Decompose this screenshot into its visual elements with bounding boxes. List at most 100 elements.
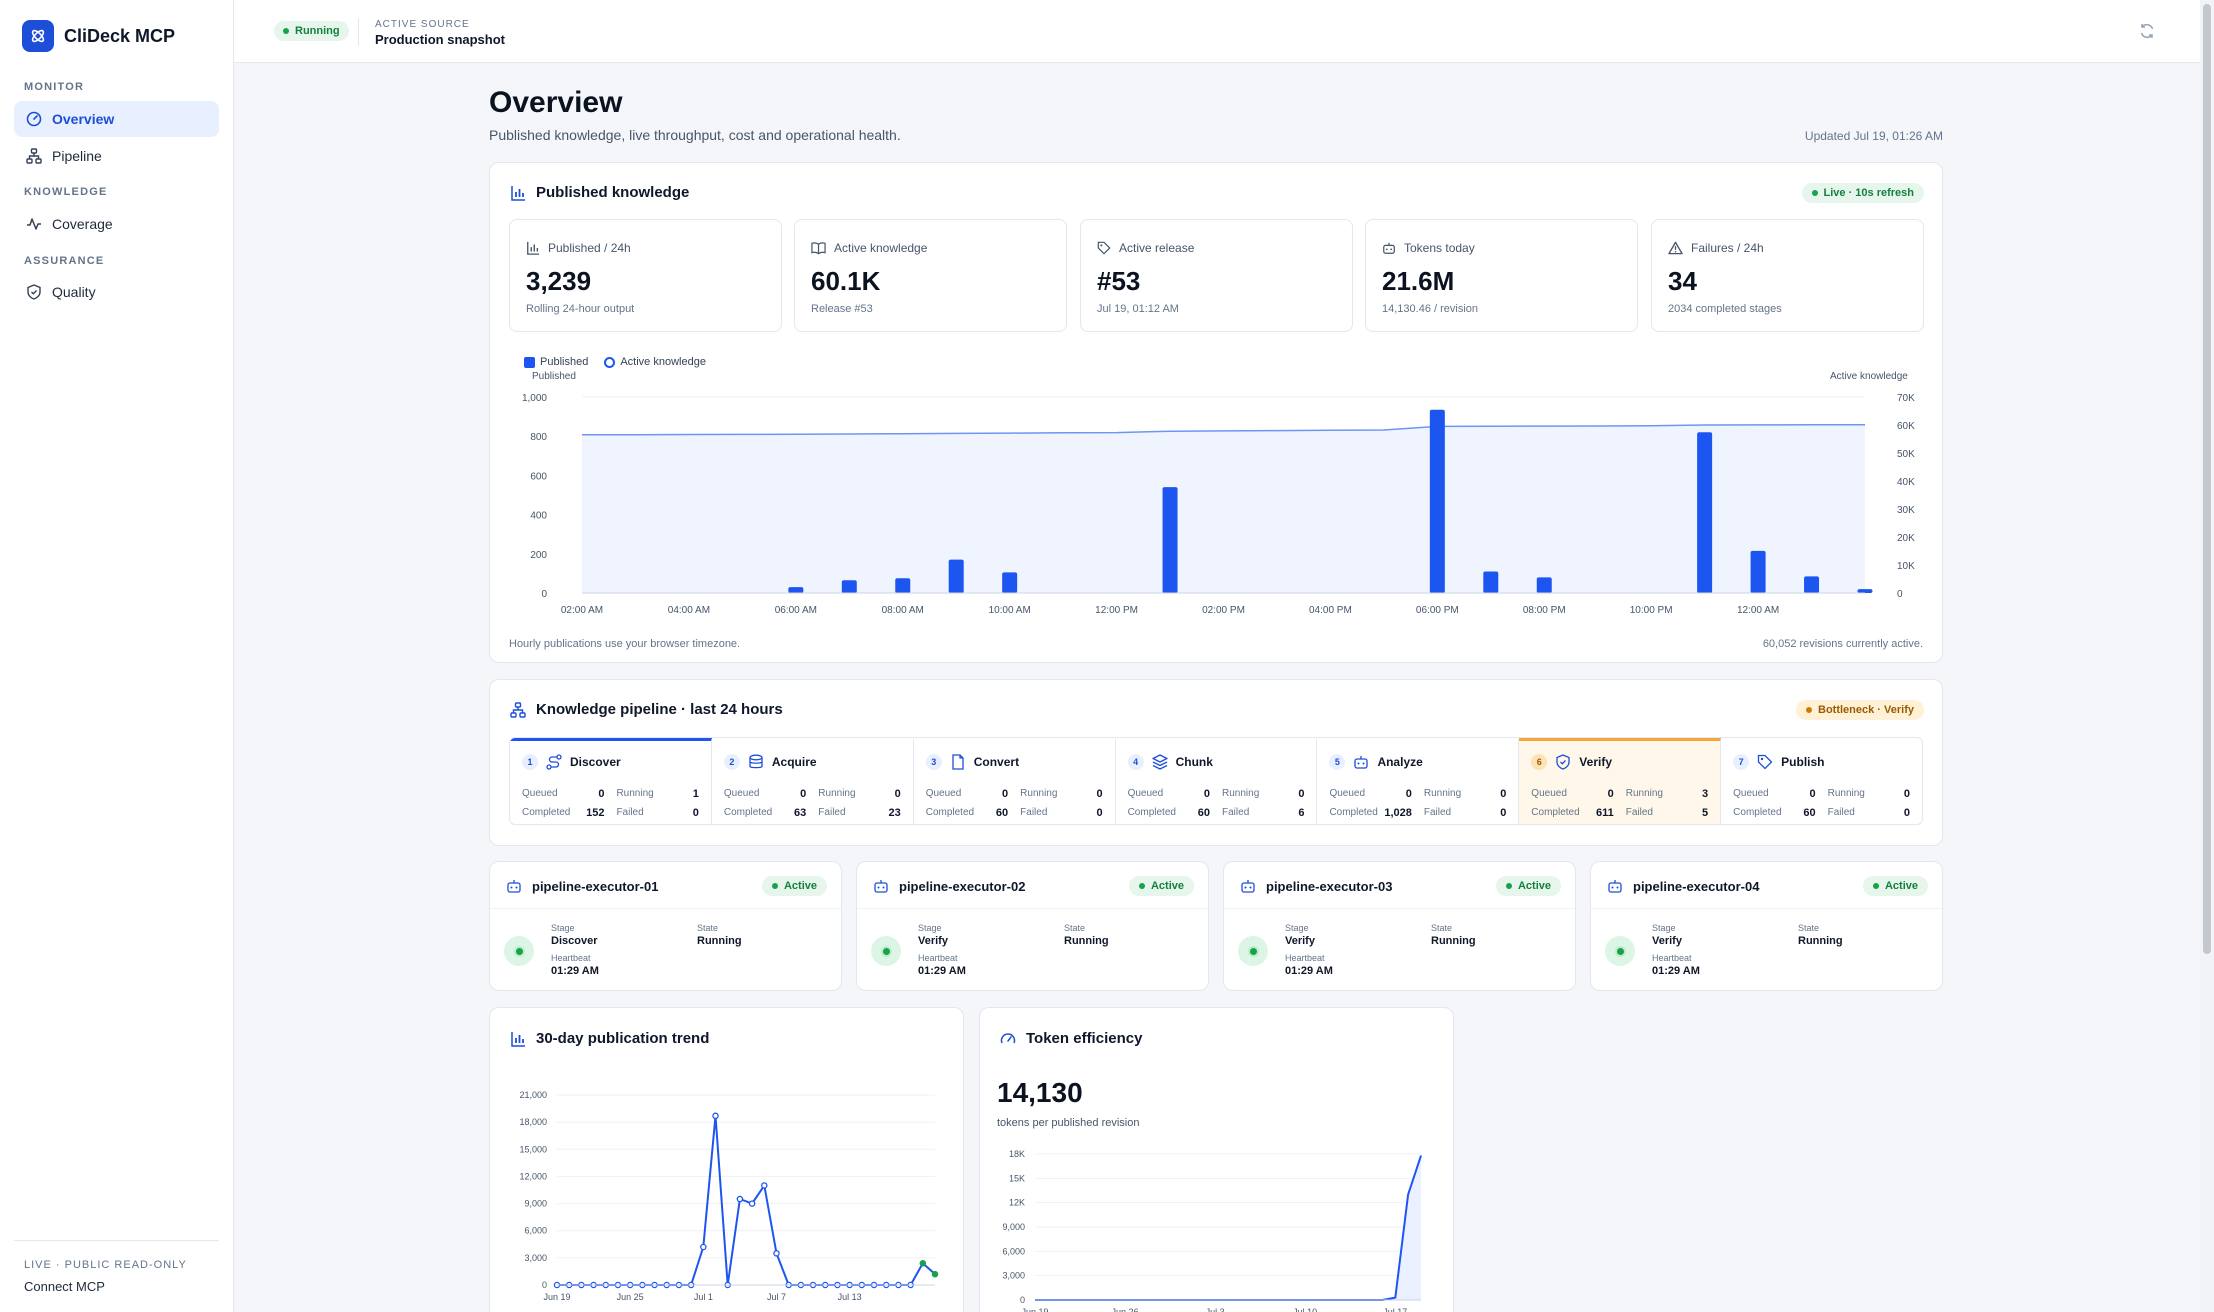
published-bar xyxy=(1857,589,1873,593)
sidebar-item-overview[interactable]: Overview xyxy=(14,101,219,137)
y-tick-label: 3,000 xyxy=(1002,1271,1025,1281)
state-value: Running xyxy=(697,935,742,947)
heartbeat-label: Heartbeat xyxy=(1285,953,1325,963)
section-assurance: ASSURANCE xyxy=(24,255,105,267)
y-tick-label: 400 xyxy=(530,511,547,522)
live-badge: Live · 10s refresh xyxy=(1801,183,1924,203)
executor-status-badge: Active xyxy=(1862,876,1928,896)
kpi-tokens-today[interactable]: Tokens today 21.6M 14,130.46 / revision xyxy=(1365,219,1638,332)
active-source-value[interactable]: Production snapshot xyxy=(375,32,505,47)
sidebar-item-coverage[interactable]: Coverage xyxy=(14,206,219,242)
pipeline-title: Knowledge pipeline · last 24 hours xyxy=(536,701,783,718)
stage-name: Verify xyxy=(1579,755,1612,769)
y-tick-label: 15,000 xyxy=(519,1144,547,1154)
stage-name: Chunk xyxy=(1175,755,1213,769)
section-knowledge: KNOWLEDGE xyxy=(24,186,108,198)
flow-icon xyxy=(26,148,42,164)
top-bar: Running ACTIVE SOURCE Production snapsho… xyxy=(234,0,2200,63)
stage-chunk[interactable]: 4 Chunk Queued 0 Running 0 Completed 60 Faile… xyxy=(1116,738,1318,824)
sidebar-item-label: Overview xyxy=(52,111,115,127)
x-tick-label: Jul 3 xyxy=(1206,1307,1225,1312)
scrollbar-thumb[interactable] xyxy=(2203,4,2211,954)
published-bar xyxy=(788,587,804,593)
heartbeat-indicator-icon xyxy=(504,936,534,966)
status-badge: Running xyxy=(274,21,349,41)
stage-publish[interactable]: 7 Publish Queued 0 Running 0 Completed 60 Fai… xyxy=(1733,754,1911,819)
stage-value: Verify xyxy=(1652,935,1682,947)
page-title: Overview xyxy=(489,86,623,119)
database-icon xyxy=(749,754,763,769)
kpi-active-knowledge[interactable]: Active knowledge 60.1K Release #53 xyxy=(794,219,1067,332)
kpi-published-24h[interactable]: Published / 24h 3,239 Rolling 24-hour ou… xyxy=(509,219,782,332)
scrollbar[interactable] xyxy=(2200,0,2214,1312)
stage-acquire[interactable]: 2 Acquire Queued 0 Running 0 Completed 63 Fai… xyxy=(712,738,914,824)
executor-card-01[interactable]: pipeline-executor-01 Active Stage Discov… xyxy=(489,861,842,991)
stage-verify[interactable]: 6 Verify Queued 0 Running 3 Completed 611 Fai… xyxy=(1519,738,1722,824)
published-bar xyxy=(1750,550,1766,593)
x-tick-label: Jun 26 xyxy=(1112,1307,1139,1312)
stage-convert[interactable]: 3 Convert Queued 0 Running 0 Completed 60 Fai… xyxy=(914,738,1116,824)
y-tick-label: 0 xyxy=(542,1280,547,1290)
efficiency-value: 14,130 xyxy=(997,1077,1083,1108)
data-point xyxy=(700,1243,707,1251)
brand[interactable]: CliDeck MCP xyxy=(22,20,175,52)
x-tick-label: 06:00 AM xyxy=(775,605,817,616)
kpi-label: Published / 24h xyxy=(526,241,631,255)
data-point xyxy=(736,1195,744,1203)
active-knowledge-line xyxy=(581,423,1866,436)
y2-tick-label: 10K xyxy=(1897,561,1915,572)
trend-title: 30-day publication trend xyxy=(536,1030,710,1047)
executor-status-badge: Active xyxy=(1128,876,1194,896)
connect-mcp-link[interactable]: Connect MCP xyxy=(24,1279,105,1294)
y2-tick-label: 50K xyxy=(1897,449,1915,460)
executor-card-04[interactable]: pipeline-executor-04 Active Stage Verify… xyxy=(1590,861,1943,991)
kpi-failures-24h[interactable]: Failures / 24h 34 2034 completed stages xyxy=(1651,219,1924,332)
legend-item-active-knowledge[interactable]: Active knowledge xyxy=(604,356,706,368)
kpi-sub: 14,130.46 / revision xyxy=(1382,303,1479,315)
x-tick-label: Jun 25 xyxy=(617,1292,644,1302)
x-tick-label: Jul 7 xyxy=(767,1292,786,1302)
sidebar-item-quality[interactable]: Quality xyxy=(14,274,219,310)
refresh-button[interactable] xyxy=(2134,18,2160,44)
y2-tick-label: 20K xyxy=(1897,533,1915,544)
stage-analyze[interactable]: 5 Analyze Queued 0 Running 0 Completed 1,028… xyxy=(1317,738,1520,824)
kpi-value: #53 xyxy=(1097,266,1141,296)
kpi-label: Active release xyxy=(1097,241,1194,255)
data-point xyxy=(773,1250,780,1257)
kpi-active-release[interactable]: Active release #53 Jul 19, 01:12 AM xyxy=(1080,219,1353,332)
series-area xyxy=(1035,1155,1421,1300)
y-tick-label: 200 xyxy=(530,550,547,561)
published-title: Published knowledge xyxy=(536,184,690,201)
sidebar-item-pipeline[interactable]: Pipeline xyxy=(14,138,219,174)
right-axis-title: Active knowledge xyxy=(1830,371,1908,382)
kpi-sub: Rolling 24-hour output xyxy=(526,303,635,315)
stage-label: Stage xyxy=(918,923,942,933)
chart-legend: Published Active knowledge xyxy=(524,356,706,368)
updated-timestamp: Updated Jul 19, 01:26 AM xyxy=(1804,129,1943,143)
sidebar-footer-label: LIVE · PUBLIC READ-ONLY xyxy=(24,1259,187,1271)
executor-card-03[interactable]: pipeline-executor-03 Active Stage Verify… xyxy=(1223,861,1576,991)
y-tick-label: 6,000 xyxy=(524,1226,547,1236)
active-source-label: ACTIVE SOURCE xyxy=(375,19,470,30)
legend-swatch-bar xyxy=(524,356,535,368)
data-point xyxy=(931,1270,939,1278)
tag-icon xyxy=(1097,241,1111,255)
published-bar xyxy=(1804,576,1820,593)
stage-discover[interactable]: 1 Discover Queued 0 Running 1 Completed 152 F… xyxy=(510,738,712,824)
robot-icon xyxy=(1354,756,1369,769)
x-tick-label: 06:00 PM xyxy=(1416,605,1459,616)
stage-number: 6 xyxy=(1531,754,1548,770)
executor-status-badge: Active xyxy=(1495,876,1561,896)
executor-card-02[interactable]: pipeline-executor-02 Active Stage Verify… xyxy=(856,861,1209,991)
stage-number: 1 xyxy=(522,754,538,770)
layers-icon xyxy=(1151,754,1168,770)
stage-number: 4 xyxy=(1127,754,1144,770)
published-bar xyxy=(1483,571,1499,593)
legend-item-published[interactable]: Published xyxy=(524,356,588,368)
y-tick-label: 1,000 xyxy=(522,393,547,404)
x-tick-label: Jul 17 xyxy=(1383,1307,1407,1312)
stage-label: Stage xyxy=(1652,923,1676,933)
published-bar xyxy=(1536,577,1552,593)
shield-icon xyxy=(27,284,41,300)
state-value: Running xyxy=(1431,935,1476,947)
